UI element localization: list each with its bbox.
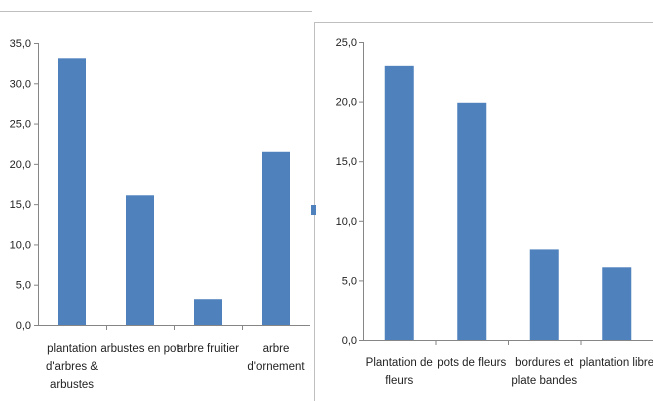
y-tick-label: 5,0 bbox=[16, 280, 31, 292]
x-tick-label: plantation libre bbox=[579, 357, 653, 369]
y-tick-label: 0,0 bbox=[342, 335, 357, 347]
bar bbox=[194, 299, 222, 325]
y-tick-label: 35,0 bbox=[10, 38, 31, 50]
x-tick-label: arbre fruitier bbox=[177, 343, 239, 355]
x-tick-label: plantation d'arbres & arbustes bbox=[46, 343, 98, 391]
bar bbox=[384, 65, 414, 340]
y-tick-label: 20,0 bbox=[336, 97, 357, 109]
y-tick-label: 0,0 bbox=[16, 320, 31, 332]
y-tick-label: 30,0 bbox=[10, 78, 31, 90]
x-tick-label: Plantation de fleurs bbox=[366, 357, 433, 387]
y-tick-label: 15,0 bbox=[336, 156, 357, 168]
bar bbox=[602, 267, 632, 340]
y-tick-label: 10,0 bbox=[336, 216, 357, 228]
x-tick-label: pots de fleurs bbox=[437, 357, 506, 369]
x-tick-label: arbre d'ornement bbox=[247, 343, 305, 373]
seam-fragment bbox=[311, 205, 316, 215]
x-tick-label: arbustes en pot bbox=[100, 343, 180, 355]
y-tick-label: 5,0 bbox=[342, 275, 357, 287]
bar bbox=[457, 102, 487, 341]
y-tick-label: 15,0 bbox=[10, 199, 31, 211]
y-tick-label: 25,0 bbox=[336, 37, 357, 49]
y-tick-label: 20,0 bbox=[10, 159, 31, 171]
bar bbox=[126, 195, 154, 325]
x-tick-label: bordures et plate bandes bbox=[511, 357, 577, 387]
y-tick-label: 25,0 bbox=[10, 119, 31, 131]
chart-trees-shrubs: 0,0 5,0 10,0 15,0 20,0 25,0 30,0 35,0 plantation… bbox=[0, 11, 312, 391]
chart-flowers: 0,0 5,0 10,0 15,0 20,0 25,0 Plantation de fleur… bbox=[314, 22, 653, 401]
bar bbox=[58, 58, 86, 326]
y-tick-label: 10,0 bbox=[10, 239, 31, 251]
bar bbox=[262, 151, 290, 325]
bar bbox=[529, 249, 559, 340]
